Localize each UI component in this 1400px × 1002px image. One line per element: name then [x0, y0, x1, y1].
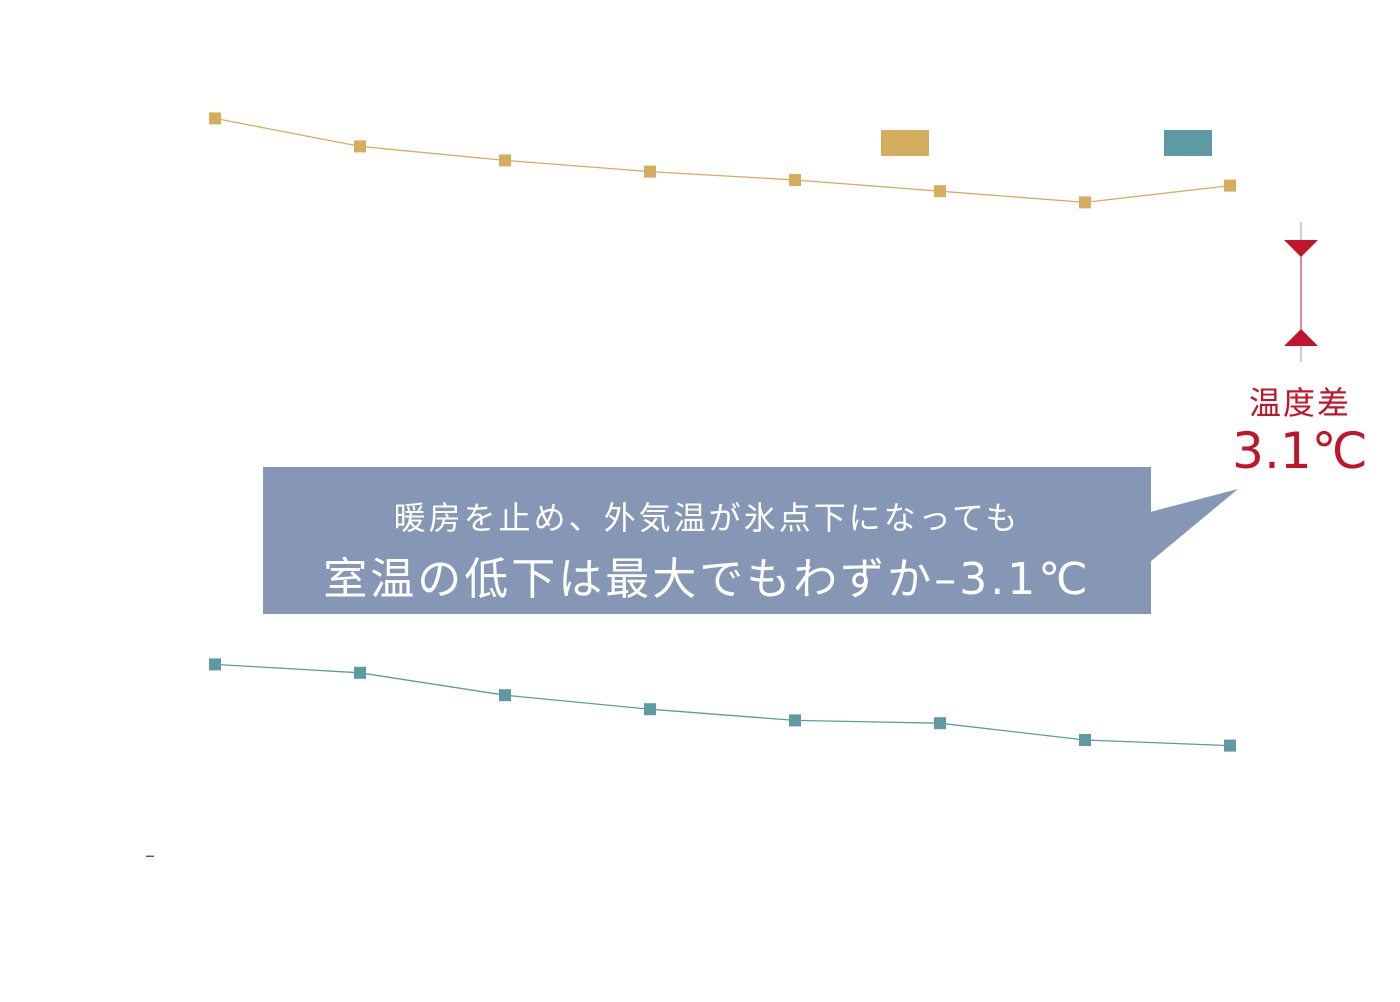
- data-point-indoor-5: [789, 174, 801, 186]
- difference-label: 温度差: [1248, 384, 1351, 422]
- callout-pointer: [1150, 489, 1238, 562]
- difference-marker: [1284, 222, 1318, 362]
- data-point-indoor-1: [209, 112, 221, 125]
- difference-value: 3.1℃: [1232, 422, 1368, 480]
- data-point-outdoor-7: [1079, 734, 1091, 746]
- callout-text-line1: 暖房を止め、外気温が氷点下になっても: [393, 499, 1021, 537]
- data-point-outdoor-1: [209, 658, 221, 671]
- data-point-indoor-6: [934, 185, 946, 198]
- data-point-indoor-8: [1224, 179, 1236, 192]
- y-tick-label: –: [145, 843, 155, 867]
- series-line-indoor: [214, 117, 1231, 204]
- callout-text-line2: 室温の低下は最大でもわずか–3.1℃: [323, 554, 1091, 605]
- data-point-outdoor-5: [789, 714, 801, 727]
- y-axis-ticks: –: [145, 843, 155, 867]
- data-point-outdoor-4: [644, 703, 656, 716]
- data-point-indoor-3: [499, 154, 511, 167]
- callout-box: 暖房を止め、外気温が氷点下になっても 室温の低下は最大でもわずか–3.1℃: [263, 467, 1151, 614]
- data-point-indoor-2: [354, 140, 366, 153]
- data-point-outdoor-6: [934, 717, 946, 730]
- data-point-outdoor-2: [354, 666, 366, 679]
- marker-arrow-up: [1284, 329, 1318, 346]
- data-point-indoor-7: [1079, 196, 1091, 209]
- data-point-outdoor-3: [499, 689, 511, 702]
- data-point-outdoor-8: [1224, 739, 1236, 752]
- series-layer: [209, 112, 1236, 752]
- data-point-indoor-4: [644, 165, 656, 178]
- legend-swatch-indoor: [881, 130, 929, 156]
- legend-swatch-outdoor: [1164, 130, 1212, 156]
- series-line-outdoor: [214, 663, 1231, 747]
- marker-arrow-down: [1284, 240, 1318, 257]
